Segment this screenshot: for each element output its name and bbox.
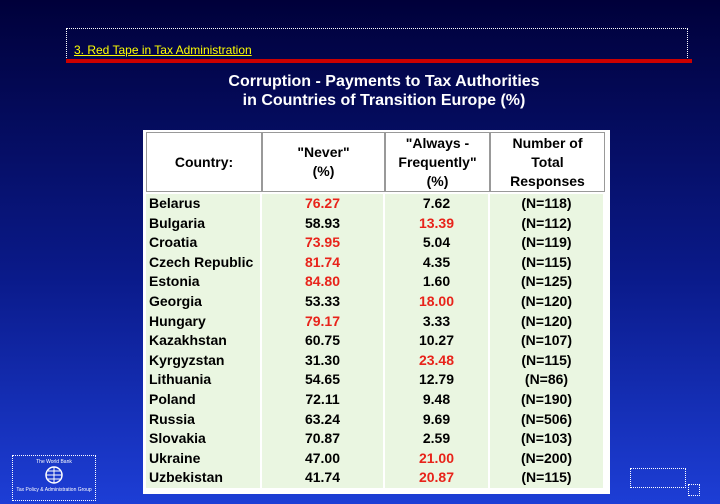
table-cell: 9.48	[385, 390, 490, 410]
table-cell: (N=118)	[490, 194, 605, 214]
title-line: Corruption - Payments to Tax Authorities	[228, 73, 540, 90]
title-line: in Countries of Transition Europe (%)	[242, 92, 526, 109]
table-cell: 84.80	[262, 272, 385, 292]
table-cell: 58.93	[262, 213, 385, 234]
table-cell: 5.04	[385, 233, 490, 253]
table-cell: 53.33	[262, 292, 385, 312]
table-cell: Russia	[146, 409, 262, 430]
table-cell: (N=120)	[490, 292, 605, 312]
title: Corruption - Payments to Tax Authorities…	[0, 72, 720, 110]
table-cell: Lithuania	[146, 370, 262, 390]
table-cell: Georgia	[146, 292, 262, 312]
table-cell: 7.62	[385, 194, 490, 214]
column-header: "Never" (%)	[262, 132, 385, 192]
header-line: "Always -	[405, 134, 470, 151]
table-cell: 76.27	[262, 194, 385, 214]
table-cell: (N=103)	[490, 429, 605, 449]
table-cell: Belarus	[146, 194, 262, 214]
table-cell: Czech Republic	[146, 252, 262, 273]
section-title: 3. Red Tape in Tax Administration	[74, 43, 252, 57]
table-cell: 20.87	[385, 468, 490, 488]
table-cell: 4.35	[385, 252, 490, 273]
header-line: Total	[531, 153, 564, 170]
table-cell: (N=107)	[490, 331, 605, 351]
table-cell: 13.39	[385, 213, 490, 234]
table-cell: (N=119)	[490, 233, 605, 253]
frame	[630, 468, 686, 488]
table-cell: 3.33	[385, 311, 490, 332]
section-rule	[66, 59, 692, 63]
header-line: Frequently"	[398, 153, 477, 170]
table-cell: Slovakia	[146, 429, 262, 449]
table-cell: (N=112)	[490, 213, 605, 234]
header-line: Responses	[510, 172, 585, 189]
column-header: Country:	[146, 132, 262, 192]
header-line: Country:	[174, 153, 234, 170]
table-cell: (N=86)	[490, 370, 605, 390]
logo: The World Bank Tax Policy & Administrati…	[12, 455, 96, 501]
table-cell: Ukraine	[146, 448, 262, 469]
header-line: "Never"	[297, 144, 350, 160]
table-cell: Uzbekistan	[146, 468, 262, 488]
table-cell: (N=115)	[490, 350, 605, 371]
table-cell: 73.95	[262, 233, 385, 253]
table-cell: 72.11	[262, 390, 385, 410]
table-cell: 60.75	[262, 331, 385, 351]
table-cell: (N=120)	[490, 311, 605, 332]
table-cell: 18.00	[385, 292, 490, 312]
table-cell: 54.65	[262, 370, 385, 390]
table-cell: (N=200)	[490, 448, 605, 469]
frame	[688, 484, 700, 496]
table-cell: 47.00	[262, 448, 385, 469]
table-cell: Croatia	[146, 233, 262, 253]
table-cell: 10.27	[385, 331, 490, 351]
table-cell: 63.24	[262, 409, 385, 430]
table-cell: 2.59	[385, 429, 490, 449]
table-cell: Hungary	[146, 311, 262, 332]
column-header: "Always - Frequently" (%)	[385, 132, 490, 192]
table-cell: 31.30	[262, 350, 385, 371]
header-line: (%)	[426, 172, 449, 189]
logo-globe	[45, 466, 63, 484]
header-line: (%)	[312, 163, 335, 179]
table-cell: Estonia	[146, 272, 262, 292]
table-cell: (N=506)	[490, 409, 605, 430]
table-cell: 70.87	[262, 429, 385, 449]
table: Country: "Never" (%) "Always - Frequently" (%…	[143, 130, 610, 494]
header-line: Number of	[512, 134, 583, 151]
logo-text: Tax Policy & Administration Group	[16, 487, 92, 493]
table-cell: 21.00	[385, 448, 490, 469]
table-cell: 12.79	[385, 370, 490, 390]
table-cell: 9.69	[385, 409, 490, 430]
table-cell: (N=115)	[490, 468, 605, 488]
table-cell: 81.74	[262, 252, 385, 273]
table-cell: 23.48	[385, 350, 490, 371]
logo-text: The World Bank	[36, 459, 72, 465]
table-cell: 41.74	[262, 468, 385, 488]
column-header: Number of Total Responses	[490, 132, 605, 192]
table-cell: Kazakhstan	[146, 331, 262, 351]
table-cell: Bulgaria	[146, 213, 262, 234]
table-cell: (N=125)	[490, 272, 605, 292]
table-cell: 1.60	[385, 272, 490, 292]
table-cell: 79.17	[262, 311, 385, 332]
table-cell: (N=115)	[490, 252, 605, 273]
table-cell: Poland	[146, 390, 262, 410]
table-cell: (N=190)	[490, 390, 605, 410]
table-cell: Kyrgyzstan	[146, 350, 262, 371]
